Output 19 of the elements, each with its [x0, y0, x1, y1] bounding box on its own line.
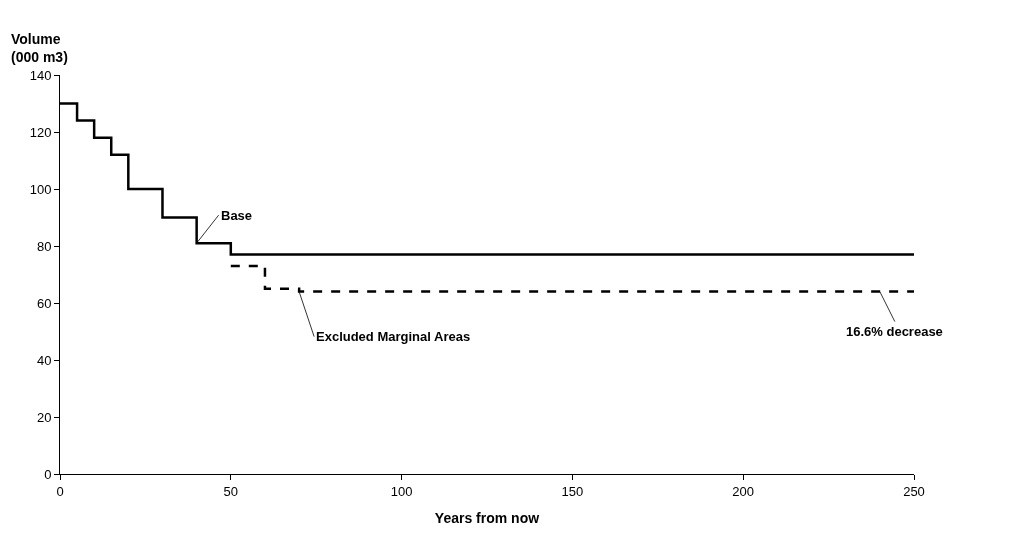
y-tick-label: 20 — [36, 409, 52, 425]
x-axis-title: Years from now — [434, 509, 540, 526]
y-tick-label: 100 — [29, 181, 52, 197]
y-axis-title: Volume (000 m3) — [11, 31, 68, 66]
annotation: 16.6% decrease — [846, 324, 943, 339]
x-tick-label: 150 — [561, 483, 584, 499]
y-tick-label: 140 — [29, 67, 52, 83]
x-tick-label: 200 — [732, 483, 755, 499]
x-tick-label: 0 — [56, 483, 64, 499]
text: Excluded Marginal Areas — [316, 329, 471, 344]
y-tick-label: 40 — [36, 352, 52, 368]
y-tick-label: 120 — [29, 124, 52, 140]
y-tick-label: 0 — [44, 466, 52, 482]
x-tick-label: 100 — [390, 483, 413, 499]
x-tick-label: 50 — [223, 483, 239, 499]
series-label: Base — [221, 208, 253, 223]
y-tick-label: 80 — [36, 238, 52, 254]
y-tick-label: 60 — [36, 295, 52, 311]
x-tick-label: 250 — [903, 483, 925, 499]
